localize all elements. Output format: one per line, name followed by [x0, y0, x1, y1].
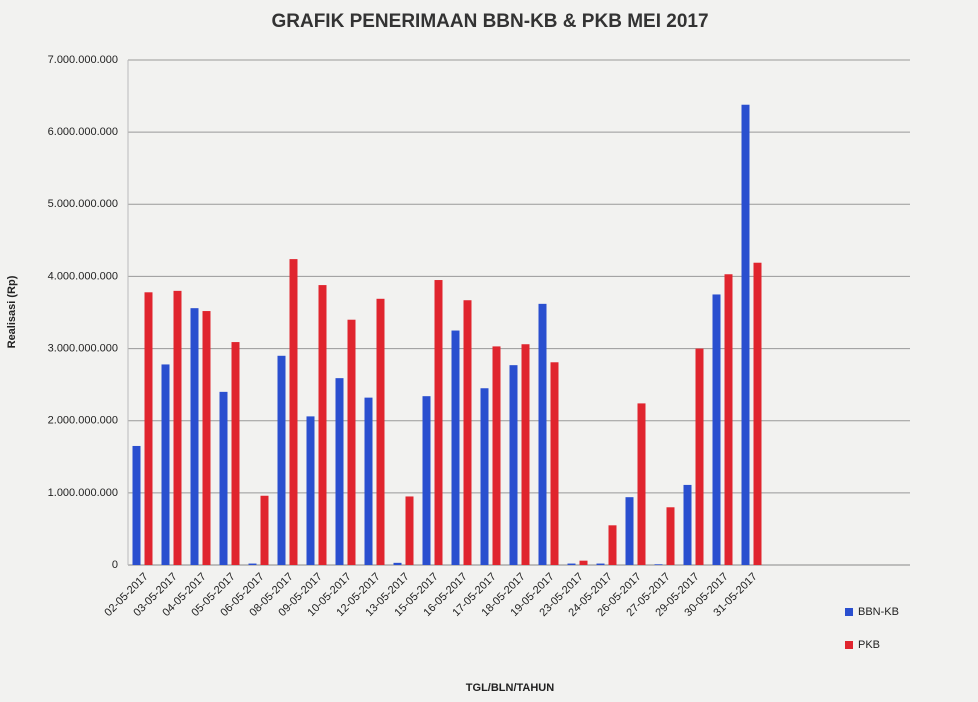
bar [393, 562, 402, 565]
y-tick-label: 6.000.000.000 [48, 126, 118, 138]
bar [596, 563, 605, 565]
bar [202, 311, 211, 565]
bar [248, 563, 257, 565]
bar [306, 416, 315, 565]
y-tick-label: 4.000.000.000 [48, 270, 118, 282]
bar [712, 294, 721, 565]
bar [683, 484, 692, 565]
bar [422, 396, 431, 565]
y-tick-label: 1.000.000.000 [48, 487, 118, 499]
legend-label: PKB [858, 639, 880, 651]
bar [289, 259, 298, 565]
legend-swatch [845, 641, 853, 649]
bar [405, 496, 414, 565]
chart-title: GRAFIK PENERIMAAN BBN-KB & PKB MEI 2017 [271, 11, 708, 32]
bar [654, 564, 663, 565]
bar [335, 378, 344, 565]
y-tick-label: 2.000.000.000 [48, 415, 118, 427]
bar [173, 290, 182, 565]
x-axis-title: TGL/BLN/TAHUN [466, 682, 554, 694]
bar [376, 298, 385, 565]
y-tick-label: 7.000.000.000 [48, 54, 118, 66]
bar [509, 365, 518, 565]
bar [753, 262, 762, 565]
bar [637, 403, 646, 565]
bar [741, 104, 750, 565]
legend-label: BBN-KB [858, 606, 899, 618]
bar [161, 364, 170, 565]
bar [695, 348, 704, 565]
y-tick-label: 5.000.000.000 [48, 198, 118, 210]
bar [190, 308, 199, 565]
bar [451, 330, 460, 565]
y-tick-label: 0 [112, 559, 118, 571]
bar [608, 525, 617, 565]
bar [231, 342, 240, 565]
y-axis-title: Realisasi (Rp) [6, 275, 18, 348]
bar [625, 497, 634, 565]
bar [724, 274, 733, 565]
bar [666, 507, 675, 565]
bar [144, 292, 153, 565]
bar [521, 344, 530, 565]
bar [277, 355, 286, 565]
bar [492, 346, 501, 565]
bar [132, 445, 141, 565]
y-tick-label: 3.000.000.000 [48, 342, 118, 354]
bar [567, 563, 576, 565]
bar [219, 391, 228, 565]
bar [463, 300, 472, 565]
bar [318, 285, 327, 565]
bar [480, 388, 489, 565]
bar [434, 280, 443, 565]
bar [260, 495, 269, 565]
bar [347, 319, 356, 565]
legend-swatch [845, 608, 853, 616]
bar [579, 560, 588, 565]
bar [550, 362, 559, 565]
bar [364, 397, 373, 565]
bar [538, 303, 547, 565]
